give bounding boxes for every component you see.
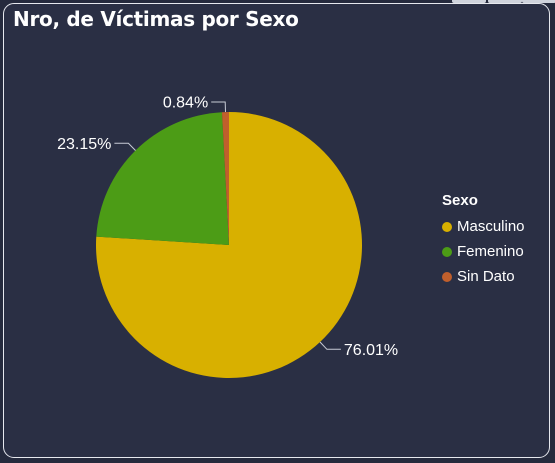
- visual-header-button[interactable]: [488, 0, 522, 3]
- legend-marker: [442, 271, 452, 282]
- legend-item-sin-dato[interactable]: Sin Dato: [442, 264, 525, 289]
- visual-header-button[interactable]: [522, 0, 555, 3]
- chart-title: Nro, de Víctimas por Sexo: [13, 7, 299, 31]
- pie-slice-masculino[interactable]: [96, 112, 363, 379]
- pie-slice-sin-dato[interactable]: [221, 112, 229, 245]
- legend-item-femenino[interactable]: Femenino: [442, 239, 525, 264]
- leader-line: [319, 341, 341, 350]
- visual-header-button[interactable]: [452, 0, 486, 3]
- pie-slice-femenino[interactable]: [96, 112, 230, 245]
- legend-label: Sin Dato: [457, 268, 515, 285]
- data-label: 0.84%: [163, 95, 208, 112]
- leader-line: [211, 101, 226, 113]
- legend-title: Sexo: [442, 192, 478, 209]
- legend-item-masculino[interactable]: Masculino: [442, 214, 525, 239]
- legend-marker: [442, 221, 452, 232]
- legend: Sexo Masculino Femenino Sin Dato: [442, 192, 525, 289]
- data-label: 76.01%: [344, 342, 398, 359]
- legend-label: Femenino: [457, 243, 524, 260]
- legend-marker: [442, 246, 452, 257]
- data-label: 23.15%: [57, 136, 111, 153]
- legend-label: Masculino: [457, 218, 525, 235]
- leader-line: [114, 142, 136, 151]
